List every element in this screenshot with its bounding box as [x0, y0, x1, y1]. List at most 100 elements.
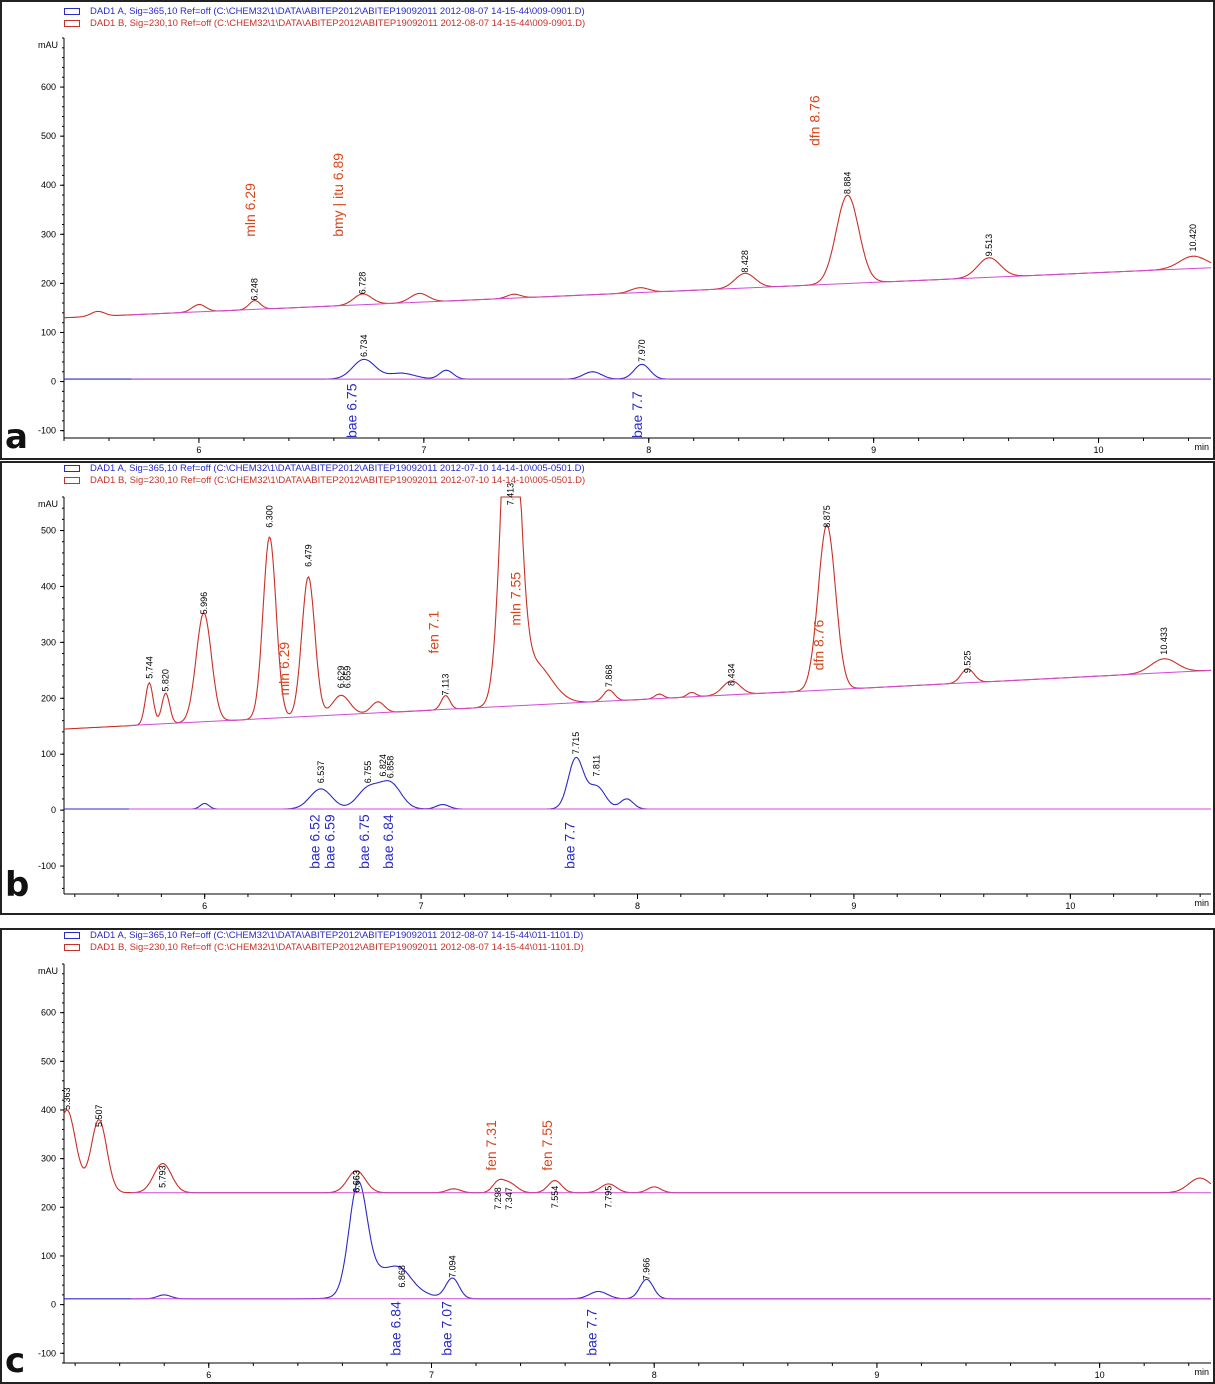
y-tick-label: 100 — [41, 327, 56, 337]
chart-svg-b: mAU min 500 400 300 200 100 0 -100 6 7 8 9 10 5.744 5.8… — [38, 483, 1212, 911]
chart-svg-c: mAU min 600 500 400 300 200 100 0 -100 6 7 8 9 10 5.363… — [38, 963, 1212, 1380]
x-tick-label: 7 — [421, 445, 426, 455]
compound-annotation-red: dfn 8.76 — [811, 620, 827, 671]
chromatogram-panel-a: DAD1 A, Sig=365,10 Ref=off (C:\CHEM32\1\… — [0, 0, 1215, 460]
y-tick-label: 400 — [41, 581, 56, 591]
compound-annotation-blue: bae 6.59 — [322, 814, 338, 869]
compound-annotation-blue: bae 7.7 — [562, 822, 578, 869]
legend-swatch-blue — [64, 7, 80, 15]
chromatogram-panel-c: DAD1 A, Sig=365,10 Ref=off (C:\CHEM32\1\… — [0, 928, 1215, 1384]
legend-text: DAD1 A, Sig=365,10 Ref=off (C:\CHEM32\1\… — [90, 463, 585, 474]
compound-annotation-red: mln 6.29 — [276, 642, 292, 696]
retention-time-label: 5.507 — [94, 1104, 104, 1127]
legend-signal-b: DAD1 B, Sig=230,10 Ref=off (C:\CHEM32\1\… — [64, 942, 584, 953]
legend-swatch-red — [64, 19, 80, 27]
retention-time-label: 6.479 — [303, 544, 313, 567]
retention-time-label: 6.663 — [351, 1170, 361, 1193]
retention-time-label: 7.554 — [550, 1186, 560, 1209]
retention-time-label: 5.363 — [62, 1087, 72, 1110]
y-tick-label: 400 — [41, 180, 56, 190]
x-tick-label: 9 — [871, 445, 876, 455]
compound-annotation-blue: bae 7.7 — [583, 1309, 599, 1356]
retention-time-label: 8.875 — [822, 505, 832, 528]
y-tick-label: 500 — [41, 1056, 56, 1066]
compound-annotation-blue: bae 7.7 — [629, 391, 645, 438]
chromatogram-panel-b: DAD1 A, Sig=365,10 Ref=off (C:\CHEM32\1\… — [0, 461, 1215, 915]
retention-time-label: 7.970 — [637, 339, 647, 362]
x-tick-label: 9 — [851, 901, 856, 911]
y-unit-label: mAU — [38, 966, 58, 976]
legend-swatch-red — [64, 476, 80, 484]
signal-b-trace — [64, 496, 1212, 730]
retention-time-label: 7.811 — [592, 755, 602, 777]
legend-signal-a: DAD1 A, Sig=365,10 Ref=off (C:\CHEM32\1\… — [64, 6, 585, 17]
compound-annotation-blue: bae 6.84 — [387, 1301, 403, 1356]
signal-a-trace — [64, 756, 1211, 810]
retention-time-label: 6.300 — [265, 505, 275, 528]
retention-time-label: 9.525 — [963, 651, 973, 674]
compound-annotation-red: mln 6.29 — [242, 183, 258, 237]
x-tick-label: 10 — [1094, 445, 1104, 455]
y-tick-label: 0 — [51, 1300, 56, 1310]
retention-time-label: 6.858 — [385, 756, 395, 779]
compound-annotation-blue: bae 6.75 — [343, 383, 359, 438]
retention-time-label: 6.248 — [250, 278, 260, 301]
y-tick-label: 0 — [51, 805, 56, 815]
retention-time-label: 5.996 — [199, 592, 209, 615]
legend-swatch-blue — [64, 464, 80, 472]
signal-a-trace — [64, 1180, 1211, 1300]
compound-annotation-red: fen 7.55 — [539, 1120, 555, 1171]
retention-time-label: 7.298 — [493, 1187, 503, 1210]
retention-time-label: 7.795 — [604, 1186, 614, 1209]
integration-baseline — [128, 669, 1212, 727]
retention-time-label: 6.734 — [359, 334, 369, 357]
retention-time-label: 6.537 — [316, 761, 326, 784]
x-tick-label: 8 — [646, 445, 651, 455]
retention-time-label: 10.433 — [1159, 627, 1169, 655]
retention-time-label: 7.966 — [642, 1258, 652, 1281]
x-tick-label: 6 — [206, 1370, 211, 1380]
legend-signal-a: DAD1 A, Sig=365,10 Ref=off (C:\CHEM32\1\… — [64, 930, 583, 941]
legend-text: DAD1 B, Sig=230,10 Ref=off (C:\CHEM32\1\… — [90, 18, 586, 29]
y-tick-label: 200 — [41, 278, 56, 288]
y-tick-label: -100 — [38, 426, 56, 436]
compound-annotation-blue: bae 6.84 — [380, 814, 396, 869]
x-tick-label: 10 — [1095, 1370, 1105, 1380]
compound-annotation-blue: bae 7.07 — [439, 1301, 455, 1356]
y-tick-label: 400 — [41, 1105, 56, 1115]
y-tick-label: 600 — [41, 82, 56, 92]
y-tick-label: 100 — [41, 749, 56, 759]
x-tick-label: 8 — [635, 901, 640, 911]
retention-time-label: 7.868 — [604, 665, 614, 688]
integration-baseline — [131, 267, 1212, 316]
compound-annotation-blue: bae 6.52 — [306, 814, 322, 869]
retention-time-label: 7.413 — [505, 483, 515, 506]
retention-time-label: 6.824 — [378, 754, 388, 777]
compound-annotation-red: bmy | itu 6.89 — [330, 153, 346, 237]
retention-time-label: 5.744 — [144, 656, 154, 679]
panel-letter: b — [5, 865, 30, 905]
x-tick-label: 6 — [196, 445, 201, 455]
panel-letter: c — [5, 1341, 26, 1381]
y-tick-label: 600 — [41, 1008, 56, 1018]
y-tick-label: 500 — [41, 131, 56, 141]
retention-time-label: 5.793 — [158, 1165, 168, 1188]
retention-time-label: 6.755 — [363, 761, 373, 784]
x-tick-label: 8 — [652, 1370, 657, 1380]
y-tick-label: -100 — [38, 861, 56, 871]
retention-time-label: 7.094 — [447, 1255, 457, 1278]
retention-time-label: 6.663 — [351, 1170, 361, 1193]
legend-signal-b: DAD1 B, Sig=230,10 Ref=off (C:\CHEM32\1\… — [64, 18, 585, 29]
x-unit-label: min — [1194, 442, 1209, 452]
legend-swatch-red — [64, 943, 80, 951]
y-tick-label: 200 — [41, 693, 56, 703]
chart-svg-a: mAU min 600 500 400 300 200 100 0 -100 6 7 8 9 10 6.248… — [38, 37, 1212, 455]
x-tick-label: 6 — [202, 901, 207, 911]
legend-text: DAD1 A, Sig=365,10 Ref=off (C:\CHEM32\1\… — [90, 930, 584, 941]
legend-text: DAD1 B, Sig=230,10 Ref=off (C:\CHEM32\1\… — [90, 475, 586, 486]
compound-annotation-red: fen 7.31 — [483, 1120, 499, 1171]
retention-time-label: 5.820 — [161, 669, 171, 692]
y-tick-label: 300 — [41, 1154, 56, 1164]
signal-b-trace — [63, 194, 1212, 319]
compound-annotation-red: mln 7.55 — [508, 572, 524, 626]
